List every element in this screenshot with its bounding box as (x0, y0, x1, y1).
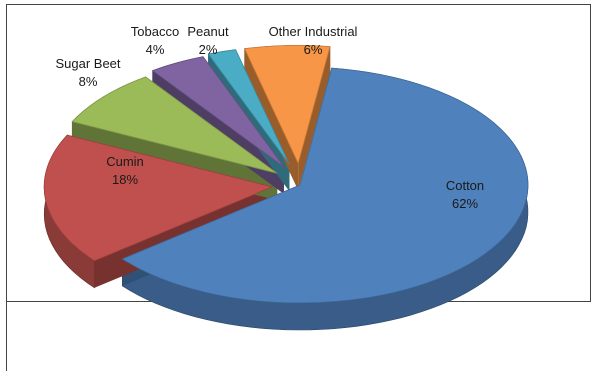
data-label-sugar-beet: Sugar Beet 8% (55, 56, 120, 89)
data-label-category: Tobacco (131, 24, 179, 39)
pie-slice-cut-other-industrial-end (298, 46, 330, 191)
pie-slice-cumin (43, 134, 274, 262)
data-label-other-industrial: Other Industrial 6% (269, 24, 358, 57)
data-label-tobacco: Tobacco 4% (131, 24, 179, 57)
data-label-cumin: Cumin 18% (106, 154, 144, 187)
pie-slice-other-industrial (244, 45, 331, 165)
data-label-category: Sugar Beet (55, 56, 120, 71)
data-label-category: Other Industrial (269, 24, 358, 39)
data-label-category: Cumin (106, 154, 144, 169)
data-label-percent: 62% (452, 196, 478, 211)
data-label-percent: 4% (146, 42, 165, 57)
data-label-percent: 6% (304, 42, 323, 57)
pie-slice-cotton (121, 67, 529, 304)
data-label-percent: 8% (79, 74, 98, 89)
pie-slice-sugar-beet (71, 76, 278, 174)
data-label-category: Cotton (446, 178, 484, 193)
data-label-cotton: Cotton 62% (446, 178, 484, 211)
pie-slice-tobacco (151, 56, 285, 168)
data-label-peanut: Peanut 2% (187, 24, 229, 57)
pie-slice-peanut (207, 49, 290, 165)
data-label-percent: 2% (199, 42, 218, 57)
data-label-percent: 18% (112, 172, 138, 187)
data-label-category: Peanut (187, 24, 229, 39)
